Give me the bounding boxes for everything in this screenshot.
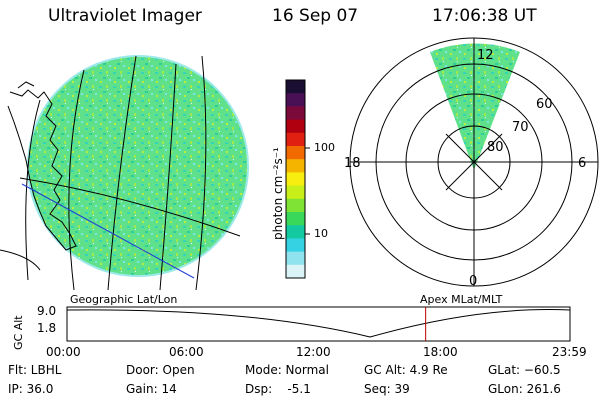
x-tick-0000: 00:00	[46, 345, 81, 359]
glon-status: GLon: 261.6	[488, 382, 561, 396]
color-bar-band	[286, 225, 305, 239]
globe-image	[27, 55, 249, 277]
mlt-label-0: 0	[469, 274, 478, 289]
color-bar-band	[286, 93, 305, 107]
dsp-status: Dsp: -5.1	[245, 382, 311, 396]
gc-alt-axis-label: GC Alt	[12, 315, 25, 350]
time-label: 17:06:38 UT	[432, 6, 537, 26]
coastline	[7, 89, 77, 251]
x-tick-0600: 06:00	[169, 345, 204, 359]
color-bar	[286, 80, 305, 279]
mlt-label-6: 6	[578, 156, 587, 171]
y-tick-1-8: 1.8	[37, 321, 57, 335]
lat-label-80: 80	[487, 140, 504, 155]
color-bar-band	[286, 251, 305, 266]
filter-status: Flt: LBHL	[8, 363, 62, 377]
lat-label-70: 70	[512, 120, 529, 135]
instrument-title: Ultraviolet Imager	[48, 6, 202, 26]
colorbar-unit-label: photon cm⁻²s⁻¹	[271, 147, 285, 240]
color-bar-band	[286, 198, 305, 213]
seq-status: Seq: 39	[364, 382, 410, 396]
x-tick-1200: 12:00	[296, 345, 331, 359]
ip-status: IP: 36.0	[8, 382, 54, 396]
gc-alt-status: GC Alt: 4.9 Re	[364, 363, 448, 377]
mode-status: Mode: Normal	[245, 363, 329, 377]
orbit-plot	[66, 306, 571, 342]
x-tick-1800: 18:00	[423, 345, 458, 359]
color-bar-band	[286, 106, 305, 121]
color-bar-band	[286, 159, 305, 173]
color-bar-frame	[285, 79, 306, 279]
door-status: Door: Open	[126, 363, 195, 377]
y-tick-9: 9.0	[37, 304, 57, 318]
altitude-curve	[66, 309, 571, 338]
color-bar-band	[286, 172, 305, 187]
color-bar-band	[286, 212, 305, 226]
date-label: 16 Sep 07	[272, 6, 359, 26]
polar-plot	[349, 37, 599, 287]
lat-label-60: 60	[536, 97, 553, 112]
color-bar-band	[286, 185, 305, 200]
x-tick-2359: 23:59	[552, 345, 587, 359]
color-bar-band	[286, 146, 305, 160]
glat-status: GLat: −60.5	[488, 363, 561, 377]
colorbar-tick-100: 100	[314, 141, 335, 154]
terminator-line	[21, 183, 195, 279]
mlt-label-18: 18	[344, 156, 361, 171]
color-bar-band	[286, 119, 305, 134]
geographic-label: Geographic Lat/Lon	[70, 293, 178, 306]
color-bar-band	[286, 264, 305, 279]
gain-status: Gain: 14	[126, 382, 177, 396]
color-bar-band	[286, 238, 305, 253]
colorbar-tick-10: 10	[314, 227, 328, 240]
apex-label: Apex MLat/MLT	[420, 293, 503, 306]
color-bar-band	[286, 80, 305, 94]
mlt-label-12: 12	[477, 48, 494, 63]
color-bar-band	[286, 132, 305, 147]
